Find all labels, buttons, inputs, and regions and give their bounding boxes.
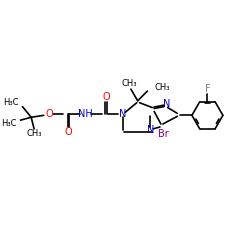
Text: O: O: [103, 92, 110, 102]
Text: CH₃: CH₃: [26, 129, 42, 138]
Text: NH: NH: [78, 109, 93, 119]
Text: H₃C: H₃C: [3, 98, 18, 107]
Text: CH₃: CH₃: [154, 83, 170, 92]
Text: O: O: [64, 127, 72, 137]
Text: Br: Br: [158, 129, 169, 139]
Text: F: F: [204, 84, 210, 94]
Text: N: N: [163, 99, 170, 109]
Text: N: N: [146, 125, 154, 135]
Text: N: N: [120, 109, 127, 119]
Text: O: O: [46, 109, 54, 119]
Text: H₃C: H₃C: [1, 118, 17, 128]
Text: CH₃: CH₃: [121, 79, 137, 88]
